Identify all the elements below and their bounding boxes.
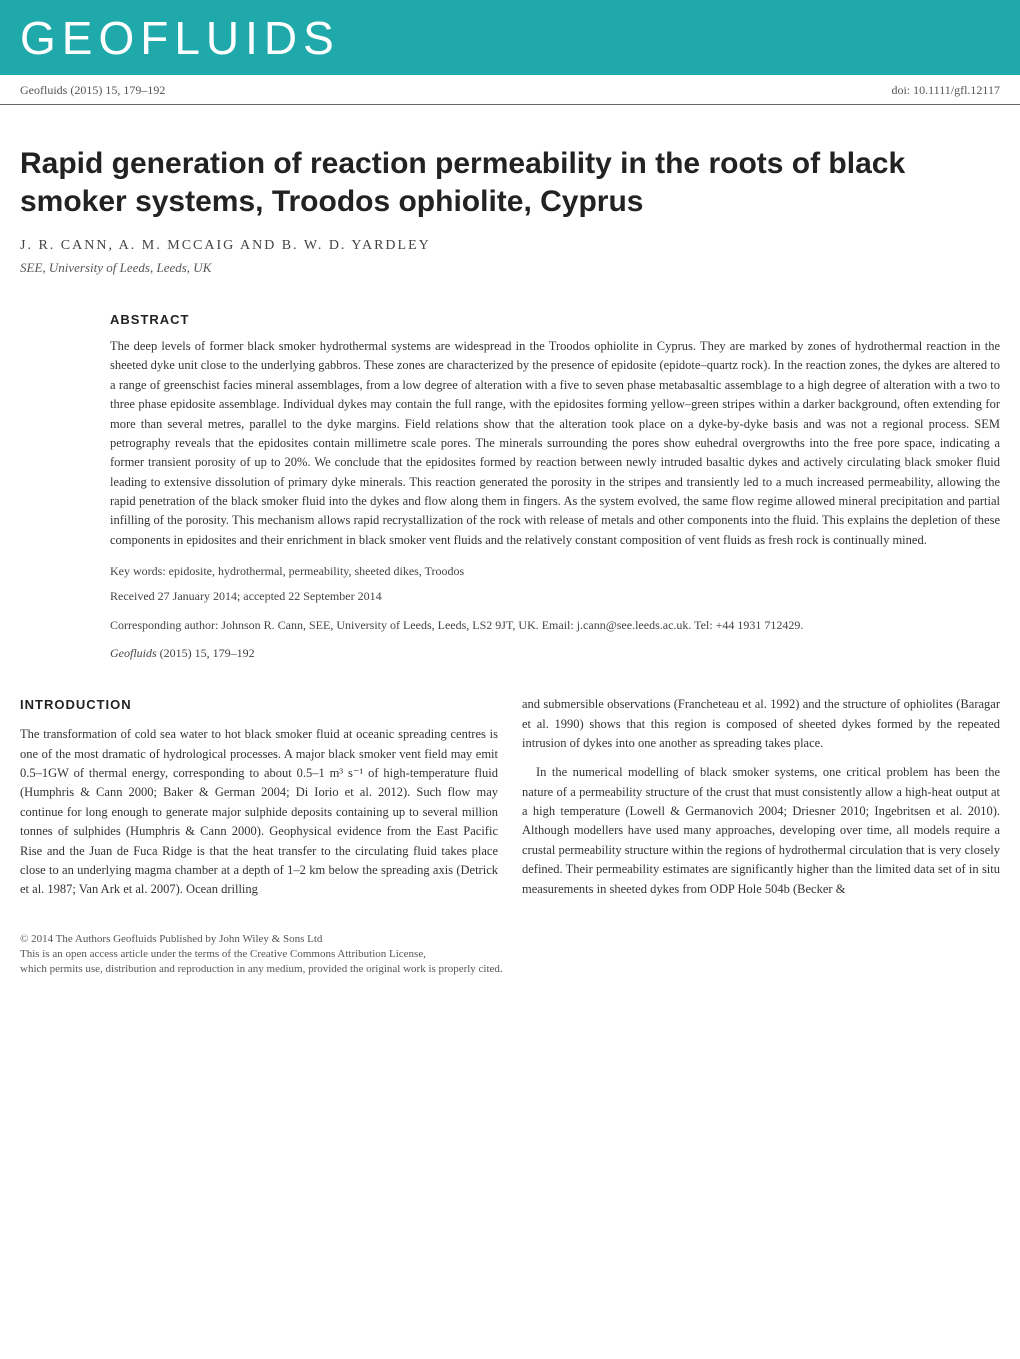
keywords-list: epidosite, hydrothermal, permeability, s… <box>166 564 465 578</box>
abstract-text: The deep levels of former black smoker h… <box>110 337 1000 550</box>
column-left: INTRODUCTION The transformation of cold … <box>20 695 498 900</box>
intro-col1-text: The transformation of cold sea water to … <box>20 725 498 899</box>
citation-left: Geofluids (2015) 15, 179–192 <box>20 83 165 98</box>
abstract-citation: Geofluids (2015) 15, 179–192 <box>110 646 1000 661</box>
affiliation: SEE, University of Leeds, Leeds, UK <box>0 260 1020 276</box>
footer: © 2014 The Authors Geofluids Published b… <box>0 920 1020 998</box>
citation-rest: (2015) 15, 179–192 <box>157 646 255 660</box>
author-line: J. R. CANN, A. M. MCCAIG AND B. W. D. YA… <box>0 238 1020 254</box>
meta-row: Geofluids (2015) 15, 179–192 doi: 10.111… <box>0 75 1020 105</box>
intro-col2-p2: In the numerical modelling of black smok… <box>522 763 1000 899</box>
intro-col2-p1: and submersible observations (Franchetea… <box>522 695 1000 753</box>
journal-logo: GEOFLUIDS <box>20 11 340 65</box>
corresponding-author: Corresponding author: Johnson R. Cann, S… <box>110 616 1000 634</box>
doi: doi: 10.1111/gfl.12117 <box>891 83 1000 98</box>
journal-header: GEOFLUIDS <box>0 0 1020 75</box>
citation-journal: Geofluids <box>110 646 157 660</box>
received-accepted: Received 27 January 2014; accepted 22 Se… <box>110 589 1000 604</box>
keywords-label: Key words: <box>110 564 166 578</box>
license-line2: which permits use, distribution and repr… <box>20 962 1000 977</box>
license-line1: This is an open access article under the… <box>20 947 1000 962</box>
abstract-block: ABSTRACT The deep levels of former black… <box>0 312 1020 661</box>
article-title: Rapid generation of reaction permeabilit… <box>0 145 1020 220</box>
keywords: Key words: epidosite, hydrothermal, perm… <box>110 564 1000 579</box>
body-columns: INTRODUCTION The transformation of cold … <box>0 695 1020 900</box>
introduction-heading: INTRODUCTION <box>20 695 498 715</box>
copyright: © 2014 The Authors Geofluids Published b… <box>20 932 1000 947</box>
abstract-heading: ABSTRACT <box>110 312 1000 327</box>
column-right: and submersible observations (Franchetea… <box>522 695 1000 900</box>
